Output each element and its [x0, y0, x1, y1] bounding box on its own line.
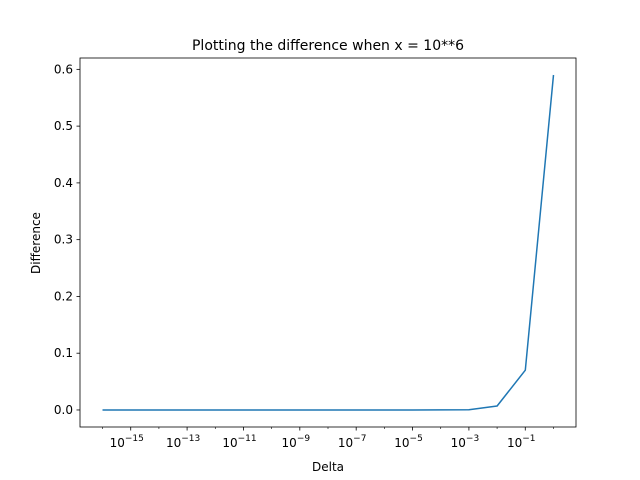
y-tick-label: 0.6 — [54, 62, 73, 76]
x-tick-label: 10−11 — [222, 434, 256, 450]
x-tick-base: 10 — [110, 436, 125, 450]
x-tick-exponent: −13 — [181, 434, 200, 444]
x-tick-base: 10 — [338, 436, 353, 450]
data-line-series — [102, 74, 555, 411]
x-tick-label: 10−13 — [166, 434, 200, 450]
x-tick-exponent: −1 — [522, 434, 535, 444]
x-tick-exponent: −11 — [238, 434, 257, 444]
x-tick-base: 10 — [394, 436, 409, 450]
y-tick-label: 0.4 — [54, 176, 73, 190]
x-tick-label: 10−1 — [507, 434, 536, 450]
y-tick-label: 0.5 — [54, 119, 73, 133]
x-tick-exponent: −15 — [125, 434, 144, 444]
x-tick-base: 10 — [507, 436, 522, 450]
y-tick-label: 0.2 — [54, 289, 73, 303]
x-tick-label: 10−15 — [110, 434, 144, 450]
x-tick-exponent: −9 — [297, 434, 311, 444]
x-tick-base: 10 — [282, 436, 297, 450]
x-tick-label: 10−3 — [451, 434, 480, 450]
y-tick-label: 0.1 — [54, 346, 73, 360]
x-axis-label: Delta — [312, 460, 344, 474]
x-tick-label: 10−5 — [394, 434, 423, 450]
y-tick-label: 0.0 — [54, 403, 73, 417]
x-tick-exponent: −5 — [410, 434, 423, 444]
plot-area: 10−15 10−13 10−11 10−9 10−7 10−5 10−3 10−10.00.… — [54, 57, 577, 450]
x-tick-exponent: −7 — [353, 434, 366, 444]
x-tick-base: 10 — [451, 436, 466, 450]
x-tick-base: 10 — [166, 436, 181, 450]
x-tick-label: 10−7 — [338, 434, 367, 450]
y-axis-label: Difference — [29, 212, 43, 274]
x-tick-label: 10−9 — [282, 434, 311, 450]
x-tick-base: 10 — [222, 436, 237, 450]
y-tick-label: 0.3 — [54, 233, 73, 247]
x-tick-exponent: −3 — [466, 434, 479, 444]
chart-title: Plotting the difference when x = 10**6 — [192, 38, 464, 54]
